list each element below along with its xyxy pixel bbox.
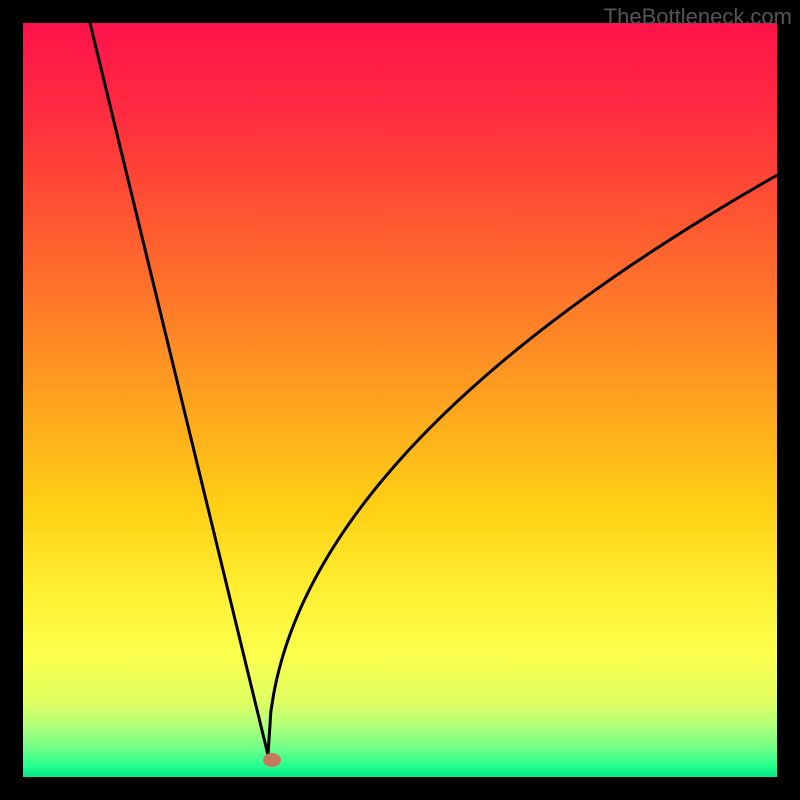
gradient-background: [23, 23, 777, 777]
watermark-text: TheBottleneck.com: [604, 4, 792, 30]
vertex-marker: [263, 753, 281, 767]
chart-container: TheBottleneck.com: [0, 0, 800, 800]
bottleneck-chart: [0, 0, 800, 800]
